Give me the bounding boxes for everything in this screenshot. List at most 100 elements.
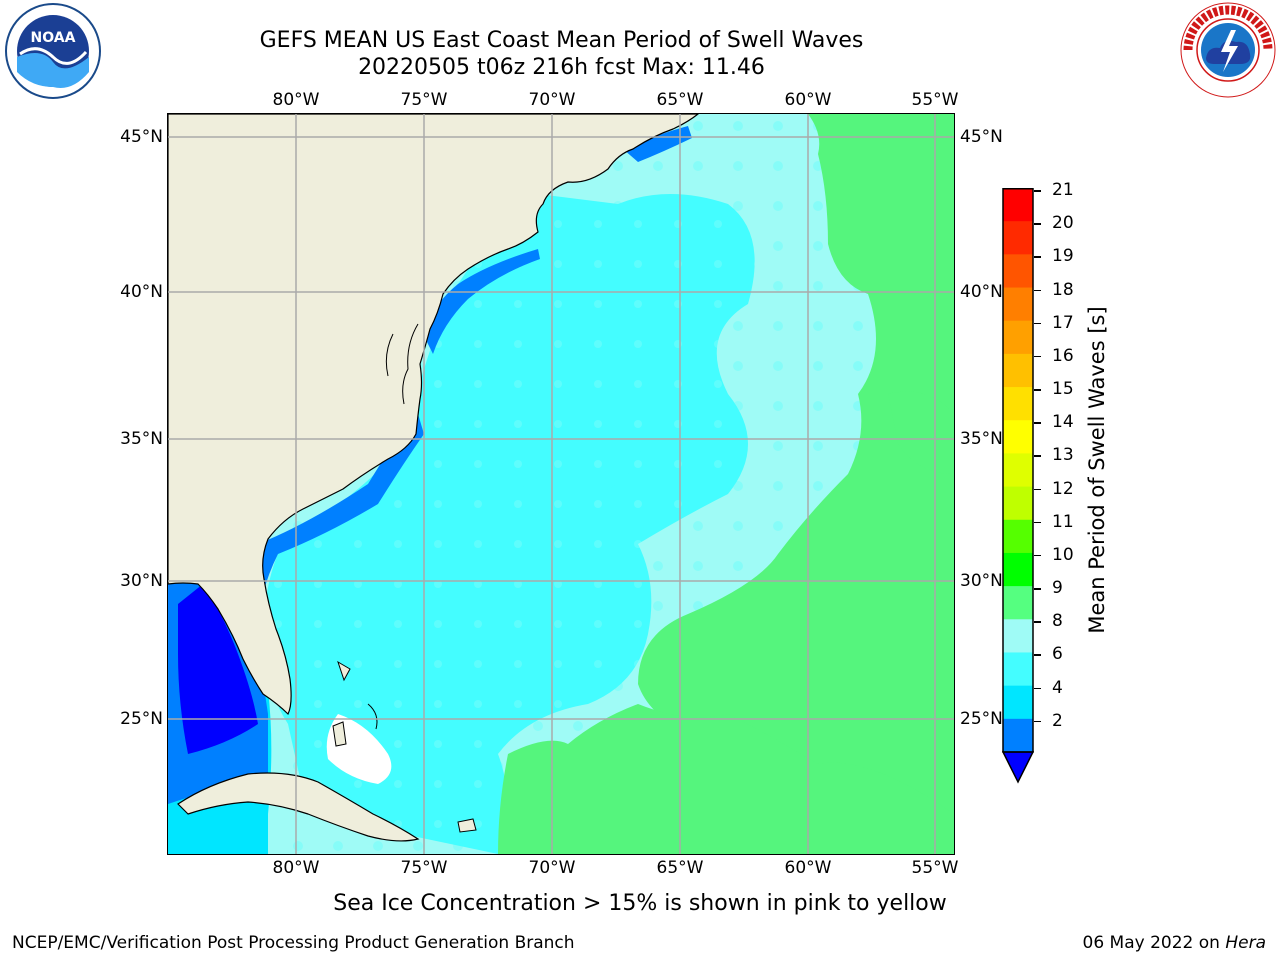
- colorbar-swatch: [1003, 320, 1033, 355]
- lat-label-left: 25°N: [120, 709, 163, 729]
- colorbar-tick-label: 21: [1052, 180, 1074, 200]
- lat-label-right: 40°N: [960, 282, 1003, 302]
- colorbar-tick-mark: [1034, 554, 1041, 557]
- colorbar-tick-label: 20: [1052, 213, 1074, 234]
- land-cuba: [177, 772, 420, 842]
- lat-label-left: 35°N: [120, 429, 163, 449]
- lat-label-right: 30°N: [960, 571, 1003, 591]
- colorbar-swatch: [1003, 718, 1033, 753]
- chesapeake-bay: [385, 323, 419, 405]
- green-zone-east: [638, 114, 954, 854]
- colorbar-tick-label: 16: [1052, 345, 1074, 366]
- colorbar-tick-mark: [1034, 322, 1041, 325]
- svg-text:NOAA: NOAA: [31, 30, 76, 46]
- colorbar-tick-mark: [1034, 289, 1041, 292]
- colorbar-tick-label: 18: [1052, 279, 1074, 300]
- lon-label-bottom: 65°W: [656, 858, 704, 878]
- green-zone-patch: [888, 391, 954, 474]
- colorbar-tick-label: 8: [1052, 611, 1063, 632]
- lon-label-top: 55°W: [911, 90, 959, 110]
- colorbar-swatch: [1003, 221, 1033, 255]
- colorbar-tick-mark: [1034, 355, 1041, 358]
- colorbar-swatch: [1003, 188, 1033, 222]
- colorbar-tick-label: 6: [1052, 644, 1063, 665]
- colorbar-tick-label: 12: [1052, 478, 1074, 499]
- island-andros: [332, 721, 347, 747]
- colorbar-tick-label: 13: [1052, 445, 1074, 466]
- colorbar-tick-label: 19: [1052, 246, 1074, 267]
- colorbar-swatch: [1003, 586, 1033, 620]
- map-canvas: [168, 114, 954, 854]
- colorbar: [1001, 188, 1035, 784]
- colorbar-swatch: [1003, 619, 1033, 653]
- green-zone-south: [498, 704, 954, 854]
- island-abaco: [337, 660, 351, 682]
- lat-label-left: 30°N: [120, 571, 163, 591]
- colorbar-tick-mark: [1034, 223, 1041, 225]
- colorbar-swatch: [1003, 420, 1033, 454]
- sea-ice-footnote: Sea Ice Concentration > 15% is shown in …: [0, 891, 1280, 916]
- date-text: 06 May 2022 on: [1082, 933, 1226, 953]
- colorbar-tick-mark: [1034, 521, 1041, 524]
- lat-label-right: 25°N: [960, 709, 1003, 729]
- colorbar-tick-label: 15: [1052, 379, 1074, 400]
- graticule: [168, 114, 954, 854]
- lon-label-bottom: 75°W: [400, 858, 448, 878]
- blue-band-nj: [423, 249, 540, 354]
- colorbar-tick-label: 14: [1052, 412, 1074, 433]
- colorbar-tick-mark: [1034, 588, 1041, 590]
- colorbar-outline: [1002, 188, 1034, 753]
- colorbar-label: Mean Period of Swell Waves [s]: [1085, 306, 1109, 634]
- colorbar-tick-mark: [1034, 488, 1041, 491]
- colorbar-tick-label: 11: [1052, 511, 1074, 532]
- colorbar-swatch: [1003, 387, 1033, 421]
- swell-period-map[interactable]: [167, 113, 955, 855]
- lat-label-left: 40°N: [120, 282, 163, 302]
- lat-label-left: 45°N: [120, 127, 163, 147]
- colorbar-swatch: [1003, 453, 1033, 488]
- lon-label-bottom: 60°W: [784, 858, 832, 878]
- lon-label-bottom: 80°W: [272, 858, 320, 878]
- lon-label-top: 75°W: [400, 90, 448, 110]
- colorbar-tick-mark: [1034, 720, 1041, 723]
- colorbar-tick-label: 2: [1052, 710, 1063, 731]
- colorbar-swatches: [1001, 188, 1035, 784]
- colorbar-swatch: [1003, 519, 1033, 554]
- lon-label-top: 70°W: [528, 90, 576, 110]
- credit-line: NCEP/EMC/Verification Post Processing Pr…: [12, 933, 575, 953]
- noaa-logo: NOAA: [2, 2, 104, 100]
- lat-label-right: 45°N: [960, 127, 1003, 147]
- colorbar-tick-label: 10: [1052, 544, 1074, 565]
- colorbar-tick-mark: [1034, 621, 1041, 623]
- lat-label-right: 35°N: [960, 429, 1003, 449]
- lon-label-top: 80°W: [272, 90, 320, 110]
- island-hispaniola: [457, 818, 477, 833]
- nws-logo: [1176, 0, 1280, 100]
- colorbar-tick-label: 17: [1052, 312, 1074, 333]
- colorbar-swatch: [1003, 287, 1033, 322]
- colorbar-swatch: [1003, 353, 1033, 388]
- date-stamp: 06 May 2022 on Hera: [1083, 933, 1267, 953]
- colorbar-tick-mark: [1034, 687, 1041, 690]
- colorbar-tick-mark: [1034, 654, 1041, 656]
- colorbar-swatch: [1003, 552, 1033, 587]
- machine-name: Hera: [1225, 933, 1266, 953]
- colorbar-tick-mark: [1034, 422, 1041, 424]
- sea-ice-footnote-text: Sea Ice Concentration > 15% is shown in …: [333, 891, 947, 916]
- lon-label-top: 60°W: [784, 90, 832, 110]
- gulf-core: [178, 584, 258, 754]
- colorbar-tick-mark: [1034, 455, 1041, 457]
- colorbar-swatch: [1003, 486, 1033, 521]
- colorbar-tick-mark: [1034, 190, 1041, 192]
- colorbar-tick-mark: [1034, 389, 1041, 391]
- land-north-america: [168, 114, 699, 716]
- colorbar-tick-label: 4: [1052, 677, 1063, 698]
- colorbar-tick-mark: [1034, 256, 1041, 258]
- lon-label-bottom: 70°W: [528, 858, 576, 878]
- colorbar-swatch: [1003, 254, 1033, 289]
- colorbar-swatch: [1003, 685, 1033, 720]
- map-subtitle: 20220505 t06z 216h fcst Max: 11.46: [358, 55, 765, 80]
- blue-band-carolina: [258, 414, 424, 594]
- island-eleuthera: [367, 703, 378, 730]
- map-title: GEFS MEAN US East Coast Mean Period of S…: [259, 28, 864, 53]
